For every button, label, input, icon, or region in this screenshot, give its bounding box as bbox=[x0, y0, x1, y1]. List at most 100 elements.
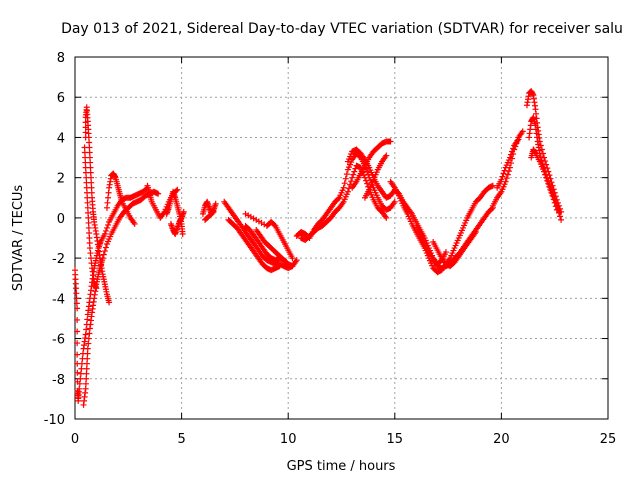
data-point bbox=[73, 300, 80, 307]
plot-frame bbox=[74, 56, 609, 420]
data-point bbox=[87, 250, 94, 257]
data-point bbox=[510, 145, 517, 152]
data-point bbox=[545, 180, 552, 187]
data-point bbox=[546, 183, 553, 190]
data-point bbox=[209, 209, 216, 216]
data-point bbox=[387, 138, 394, 145]
y-tick-label: 2 bbox=[57, 172, 65, 187]
data-point bbox=[348, 178, 355, 185]
data-point bbox=[210, 208, 217, 215]
data-point bbox=[83, 375, 90, 382]
data-point bbox=[489, 182, 496, 189]
data-point bbox=[84, 204, 91, 211]
data-point bbox=[73, 295, 80, 302]
data-point bbox=[105, 194, 112, 201]
data-point bbox=[83, 184, 90, 191]
data-point bbox=[498, 176, 505, 183]
y-tick-label: 8 bbox=[57, 51, 65, 66]
data-point bbox=[74, 340, 81, 347]
data-point bbox=[82, 154, 89, 161]
data-point bbox=[106, 299, 113, 306]
data-point bbox=[503, 175, 510, 182]
data-point bbox=[557, 213, 564, 220]
data-point bbox=[293, 257, 300, 264]
data-point bbox=[93, 285, 100, 292]
data-point bbox=[350, 171, 357, 178]
data-point bbox=[351, 168, 358, 175]
data-point bbox=[538, 146, 545, 153]
data-point bbox=[102, 244, 109, 251]
data-point bbox=[86, 235, 93, 241]
data-point bbox=[342, 175, 349, 182]
x-tick-label: 5 bbox=[177, 432, 185, 447]
data-point bbox=[74, 316, 81, 323]
data-point bbox=[179, 230, 186, 237]
data-point bbox=[282, 258, 289, 265]
data-point bbox=[85, 209, 92, 216]
data-point bbox=[131, 220, 138, 227]
data-point bbox=[364, 168, 371, 175]
data-point bbox=[83, 189, 90, 196]
data-point bbox=[81, 149, 88, 156]
data-point bbox=[349, 174, 356, 181]
data-point bbox=[83, 326, 90, 333]
data-point bbox=[82, 129, 89, 136]
data-point bbox=[82, 380, 89, 387]
data-point bbox=[83, 179, 90, 186]
data-point bbox=[85, 134, 92, 141]
data-point bbox=[335, 195, 342, 202]
data-point bbox=[488, 205, 495, 212]
data-point bbox=[82, 169, 89, 176]
data-point bbox=[504, 171, 511, 178]
data-point bbox=[212, 200, 219, 207]
data-point bbox=[73, 285, 80, 292]
y-tick-label: -10 bbox=[44, 413, 65, 428]
data-point bbox=[74, 328, 81, 335]
data-point bbox=[502, 178, 509, 185]
data-point bbox=[363, 177, 370, 184]
data-point bbox=[500, 170, 507, 177]
data-point bbox=[555, 209, 562, 216]
data-point bbox=[74, 369, 81, 376]
data-point bbox=[85, 224, 92, 231]
data-point bbox=[84, 345, 91, 352]
data-point bbox=[104, 199, 111, 206]
data-point bbox=[289, 255, 296, 262]
data-point bbox=[83, 370, 90, 377]
data-point bbox=[105, 189, 112, 196]
data-point bbox=[88, 260, 95, 267]
data-point bbox=[507, 151, 514, 158]
y-tick-label: 0 bbox=[57, 212, 65, 227]
x-tick-label: 0 bbox=[71, 432, 79, 447]
data-point bbox=[76, 380, 83, 387]
data-points bbox=[72, 88, 565, 408]
y-tick-label: -6 bbox=[52, 333, 65, 348]
data-point bbox=[344, 188, 351, 195]
y-tick-label: -4 bbox=[52, 292, 65, 307]
data-point bbox=[86, 240, 93, 247]
data-point bbox=[78, 360, 85, 367]
data-point bbox=[86, 245, 93, 252]
data-point bbox=[501, 167, 508, 174]
data-point bbox=[85, 219, 92, 226]
y-axis-label: SDTVAR / TECUs bbox=[11, 185, 26, 292]
data-point bbox=[343, 171, 350, 178]
data-point bbox=[77, 375, 84, 382]
data-point bbox=[84, 355, 91, 362]
x-tick-label: 10 bbox=[280, 432, 297, 447]
data-point bbox=[78, 365, 85, 372]
data-point bbox=[85, 340, 92, 347]
data-point bbox=[82, 164, 89, 171]
data-point bbox=[74, 351, 81, 358]
axis-ticks: 0 5 10 15 20 25 -10 -8 -6 -4 -2 0 2 4 6 8 bbox=[44, 51, 617, 447]
data-point bbox=[84, 316, 91, 323]
data-point bbox=[558, 216, 565, 223]
data-point bbox=[82, 385, 89, 392]
data-point bbox=[341, 180, 348, 187]
data-point bbox=[515, 136, 522, 143]
data-point bbox=[103, 224, 110, 231]
y-tick-label: -2 bbox=[52, 252, 65, 267]
data-point bbox=[101, 230, 108, 237]
data-point bbox=[499, 173, 506, 180]
